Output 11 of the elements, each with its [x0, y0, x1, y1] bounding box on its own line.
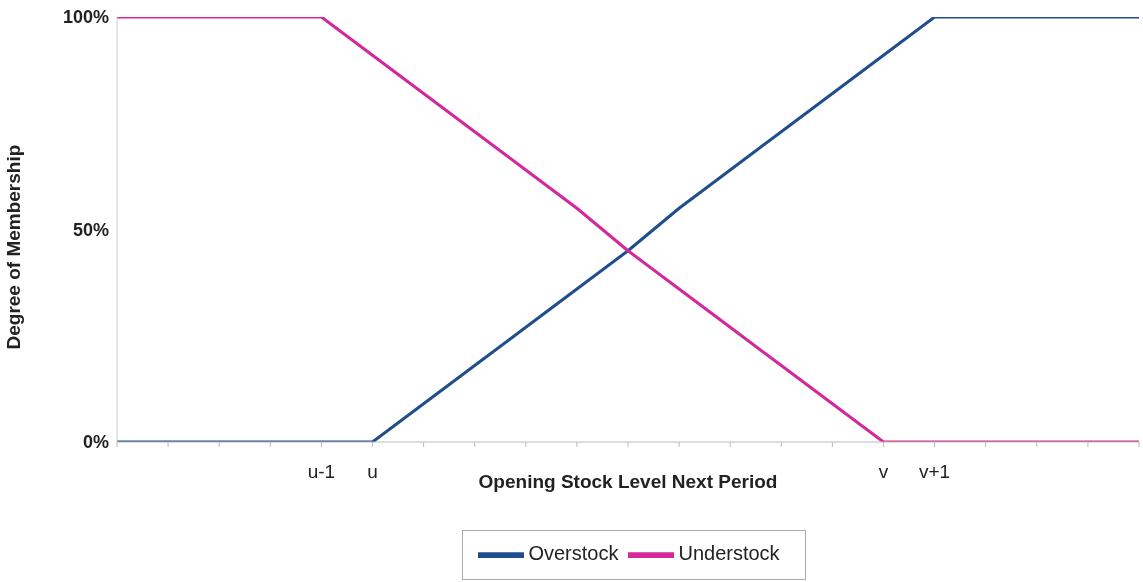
x-tick-label: u	[367, 461, 378, 483]
x-tick-label: u-1	[307, 461, 336, 483]
y-axis-title: Degree of Membership	[2, 144, 24, 350]
y-tick-label: 50%	[72, 219, 109, 240]
y-tick-label: 0%	[82, 432, 109, 453]
legend-label: Overstock	[528, 542, 619, 565]
x-axis-title: Opening Stock Level Next Period	[478, 471, 778, 493]
y-tick-label: 100%	[62, 7, 109, 28]
x-tick-label: v+1	[919, 461, 951, 483]
legend-label: Understock	[678, 542, 780, 565]
x-tick-label: v	[878, 461, 889, 483]
